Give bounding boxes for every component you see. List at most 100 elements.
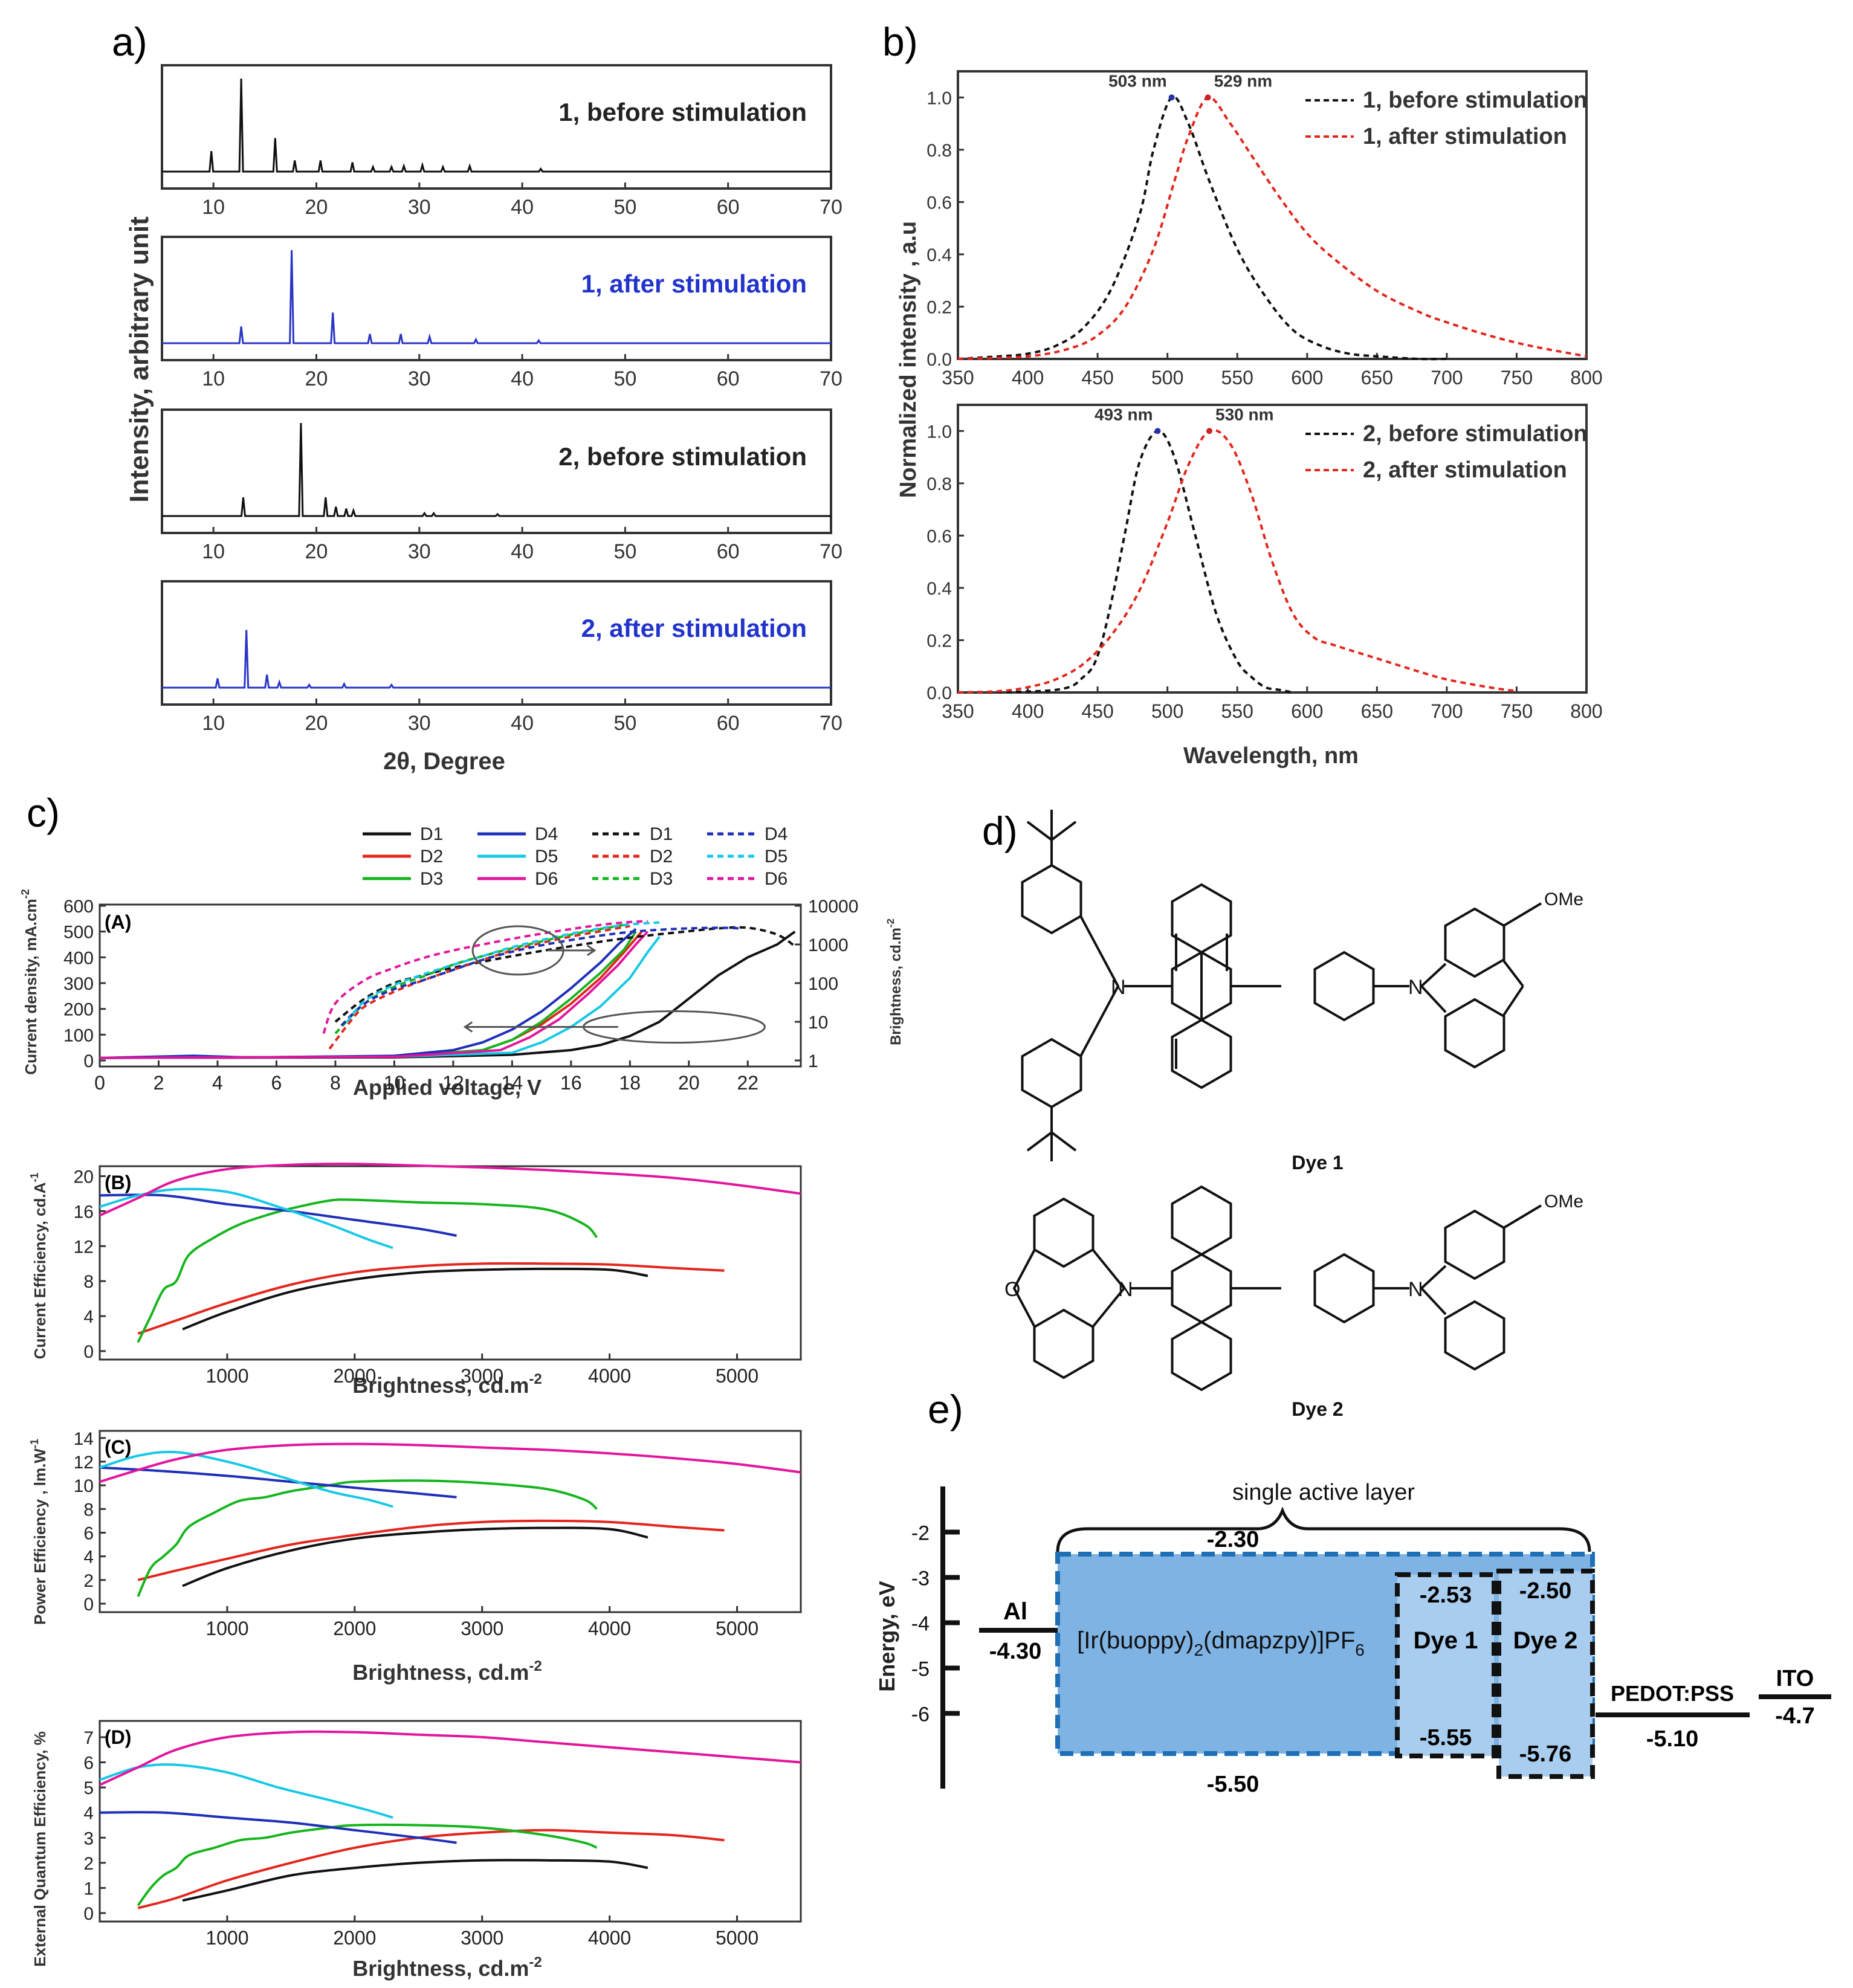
c-A-brightness-D6 <box>322 920 648 1034</box>
panel-d-structures: N N OMe Dye 1 N O N OMe Dye 2 <box>1004 810 1583 1420</box>
panel-b-xlabel: Wavelength, nm <box>1183 743 1359 769</box>
xrd-tick-label: 40 <box>511 540 534 563</box>
dye2-ome: OMe <box>1544 1192 1583 1212</box>
dye2-o: O <box>1004 1278 1020 1301</box>
c-ytick-label: 2 <box>83 1854 94 1874</box>
c-xtick-label: 5000 <box>716 1618 758 1639</box>
c-ytick-label: 0 <box>83 1904 94 1924</box>
dye1-label: Dye 1 <box>1292 1152 1343 1173</box>
pl-legend-label: 2, before stimulation <box>1363 421 1588 447</box>
dye1-n-right: N <box>1408 976 1423 999</box>
pl-ytick-label: 0.0 <box>926 350 952 370</box>
xrd-pattern-3 <box>162 422 831 517</box>
c-ytick-label: 12 <box>74 1237 94 1257</box>
e-al-level: -4.30 <box>989 1639 1042 1664</box>
c-A-brightness-D3 <box>334 923 624 1034</box>
c-legend-dashed-label: D4 <box>765 824 787 844</box>
c-series-D4 <box>99 1466 457 1499</box>
pl-xtick-label: 700 <box>1431 700 1463 722</box>
e-ticks: -2 -3 -4 -5 -6 <box>911 1522 960 1726</box>
pl-xtick-label: 450 <box>1081 700 1113 722</box>
c-ytick-label: 1 <box>83 1879 94 1899</box>
c-A-label: (A) <box>105 911 131 933</box>
c-xtick-label: 1000 <box>205 1927 248 1949</box>
c-A-xtick-label: 10 <box>384 1072 406 1094</box>
pl-peak-label: 530 nm <box>1215 405 1274 424</box>
xrd-tick-label: 40 <box>511 367 534 390</box>
c-xtick-label: 4000 <box>588 1618 631 1639</box>
c-A-current-D1 <box>99 931 796 1059</box>
e-dye1-name: Dye 1 <box>1414 1627 1478 1654</box>
panel-c-A-y2label-text: Brightness, cd.m <box>888 928 904 1045</box>
e-pedot-level: -5.10 <box>1646 1726 1699 1752</box>
e-ir-name-a: [Ir(buoppy) <box>1077 1627 1194 1654</box>
panel-a-xlabel: 2θ, Degree <box>383 748 505 775</box>
pl-ytick-label: 0.2 <box>926 631 952 651</box>
dye2-label: Dye 2 <box>1292 1398 1343 1420</box>
pl-peak-label: 529 nm <box>1214 71 1273 90</box>
c-A-xtick-label: 2 <box>154 1072 164 1094</box>
pl-frame <box>957 404 1588 694</box>
c-A-ytick-label: 0 <box>83 1051 94 1071</box>
xrd-label-4: 2, after stimulation <box>581 614 807 642</box>
e-ir-lumo: -2.30 <box>1207 1527 1260 1552</box>
c-A-brightness-D5 <box>346 921 660 1023</box>
c-A-xtick-label: 22 <box>737 1072 758 1094</box>
pl-xtick-label: 600 <box>1291 700 1323 722</box>
c-frame <box>99 1430 802 1613</box>
xrd-tick-label: 20 <box>305 196 328 219</box>
xrd-tick-label: 60 <box>717 196 740 219</box>
c-A-xtick-label: 4 <box>212 1072 223 1094</box>
e-ito-level: -4.7 <box>1775 1703 1814 1729</box>
xrd-tick-label: 50 <box>613 196 636 219</box>
e-brace <box>1056 1506 1591 1552</box>
pl-xtick-label: 500 <box>1151 700 1183 722</box>
pl-peak-marker <box>1168 94 1175 101</box>
c-ytick-label: 8 <box>83 1272 94 1292</box>
xrd-label-3: 2, before stimulation <box>558 442 807 471</box>
dye2-n-right: N <box>1408 1278 1423 1301</box>
pl-legend-label: 1, before stimulation <box>1363 88 1588 113</box>
c-A-brightness-D2 <box>328 925 630 1050</box>
e-ir-name: [Ir(buoppy)2(dmapzpy)]PF6 <box>1077 1627 1365 1659</box>
pl-xtick-label: 400 <box>1012 700 1044 722</box>
c-legend-solid-label: D4 <box>535 824 558 844</box>
c-legend-dashed-label: D3 <box>650 869 673 889</box>
dye2-structure <box>1012 1186 1542 1391</box>
pl-peak-marker <box>1154 428 1161 434</box>
c-subplot-label: (C) <box>105 1436 131 1458</box>
c-ytick-label: 12 <box>74 1453 94 1473</box>
c-series-D5 <box>99 1450 393 1508</box>
c-A-y2tick-label: 1 <box>808 1051 818 1071</box>
c-ytick-label: 0 <box>83 1595 94 1615</box>
c-ytick-label: 16 <box>74 1202 94 1222</box>
pl-ytick-label: 1.0 <box>926 88 952 108</box>
e-dye1-homo: -5.55 <box>1420 1725 1472 1751</box>
c-A-ytick-label: 100 <box>63 1025 94 1045</box>
xrd-frame <box>161 408 832 534</box>
xrd-tick-label: 60 <box>717 367 740 390</box>
panel-c-B-ylabel-text: Current Efficiency, cd.A <box>31 1182 49 1359</box>
c-A-y2tick-label: 10 <box>808 1013 828 1033</box>
c-ytick-label: 5 <box>83 1778 94 1798</box>
c-A-current-D6 <box>99 931 649 1059</box>
c-xtick-label: 2000 <box>333 1365 376 1387</box>
panel-c-D-xlabel: Brightness, cd.m-2 <box>352 1954 542 1981</box>
c-A-ytick-label: 500 <box>63 923 94 943</box>
c-series-D3 <box>137 1823 598 1906</box>
panel-c-B-ylabel: Current Efficiency, cd.A-1 <box>28 1173 49 1360</box>
xrd-tick-label: 40 <box>511 712 534 735</box>
dye1-n-left: N <box>1111 976 1126 999</box>
panel-c-A-y2label-sup: -2 <box>885 918 896 928</box>
pl-ytick-label: 0.4 <box>926 579 952 599</box>
c-A-ytick-label: 200 <box>63 1000 94 1020</box>
e-dye1-lumo: -2.53 <box>1420 1583 1472 1608</box>
c-subplot-D: 1000 2000 3000 4000 5000 0 1 2 3 4 5 6 7 (D) <box>83 1720 802 1949</box>
xrd-subplot-2: 10 20 30 40 50 60 70 1, after stimulation <box>161 236 842 390</box>
c-legend-dashed-label: D6 <box>765 869 787 889</box>
e-dye2-lumo: -2.50 <box>1519 1578 1572 1604</box>
c-ytick-label: 4 <box>83 1804 94 1824</box>
c-series-D6 <box>99 1442 801 1483</box>
c-A-xtick-label: 16 <box>560 1072 582 1094</box>
c-legend-solid-label: D6 <box>535 869 558 889</box>
